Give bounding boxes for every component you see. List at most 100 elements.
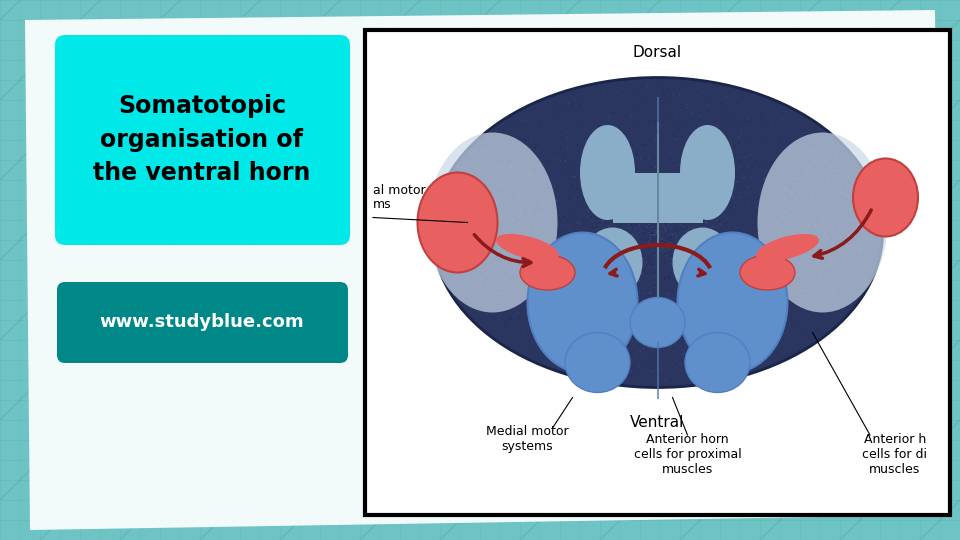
Point [748,247,763,256]
Point [524,170,540,179]
Point [655,162,670,171]
Point [554,146,569,154]
Point [660,241,675,249]
Point [798,234,813,242]
Point [451,235,467,244]
Point [494,184,510,192]
Point [808,157,824,165]
Point [757,339,773,348]
Point [700,275,715,284]
Point [605,227,620,235]
Point [636,280,651,288]
Point [551,154,566,163]
Point [652,228,667,237]
Point [649,246,664,255]
Point [686,242,702,251]
Point [803,183,818,191]
Point [550,316,565,325]
Point [481,231,496,240]
Point [770,202,785,211]
Point [736,201,752,210]
Point [845,272,860,280]
Point [764,239,780,248]
Point [436,234,451,243]
Point [474,186,490,195]
Point [732,234,748,242]
Point [700,188,715,197]
Point [841,191,856,200]
Point [588,343,604,352]
Point [644,200,660,209]
Point [755,121,770,130]
Point [498,222,514,231]
Point [838,188,853,197]
Point [574,208,589,217]
Point [624,220,639,229]
Point [654,135,669,144]
Point [602,233,617,242]
Point [785,175,801,184]
Point [473,204,489,212]
Point [697,190,712,199]
Point [677,134,692,143]
Point [703,251,718,260]
Point [643,249,659,258]
Point [711,222,727,231]
Point [454,160,469,168]
Point [503,239,518,248]
Point [612,224,628,233]
Point [643,364,659,373]
Point [820,158,835,167]
Point [651,202,666,211]
Point [772,211,787,219]
Point [701,230,716,238]
Point [756,326,771,335]
Point [861,246,876,255]
Point [471,232,487,240]
Point [645,224,660,232]
Point [684,213,699,222]
Point [628,197,643,205]
Point [691,266,707,275]
Point [453,193,468,202]
Point [658,274,673,282]
Point [798,237,813,245]
Point [794,259,809,268]
Point [602,251,617,259]
Point [539,182,554,191]
Point [592,137,608,145]
Point [668,244,684,253]
Point [834,186,850,195]
Point [503,161,518,170]
Point [685,274,701,283]
Point [553,213,568,221]
Point [544,331,560,340]
Point [684,156,700,165]
Point [641,242,657,251]
Point [742,185,757,193]
Point [815,217,830,225]
Point [494,271,510,279]
Point [468,248,484,257]
Point [685,177,701,185]
Point [667,212,683,220]
Point [535,286,550,294]
Point [616,271,632,280]
Point [563,249,578,258]
Point [774,180,789,188]
Point [492,271,507,279]
Point [678,339,693,347]
Point [617,316,633,325]
Point [854,212,870,220]
Point [459,185,474,193]
Point [475,186,491,195]
Point [668,225,684,234]
Point [651,228,666,237]
Point [705,316,720,325]
Point [678,342,693,351]
Point [663,224,679,233]
Ellipse shape [740,255,795,290]
Point [449,163,465,171]
Point [550,197,565,205]
Point [624,111,639,120]
